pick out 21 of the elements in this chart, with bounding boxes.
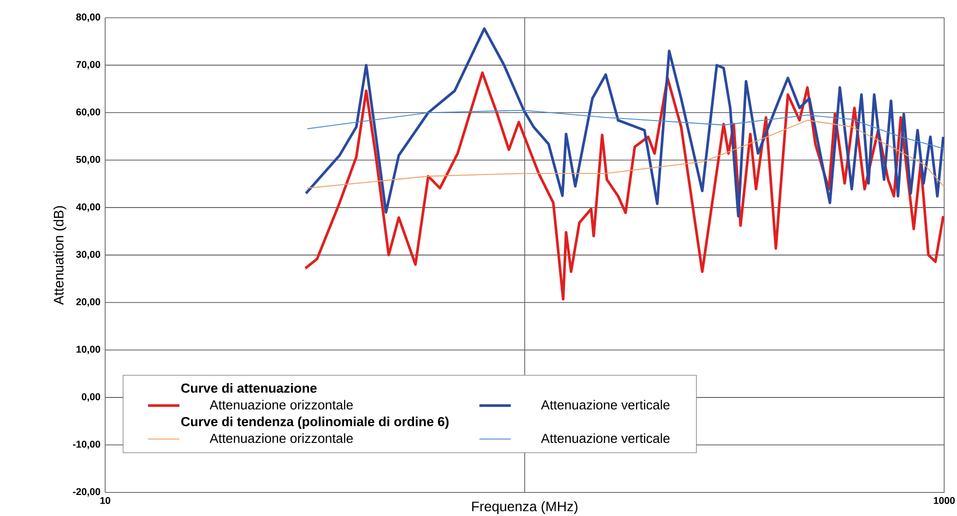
y-tick-label: 60,00 <box>76 108 100 117</box>
y-tick-label: 30,00 <box>76 250 100 260</box>
x-axis-title: Frequenza (MHz) <box>472 501 578 514</box>
y-tick-label: 80,00 <box>76 14 100 22</box>
annotation: Curve di tendenza (polinomiale di ordine 6) <box>181 416 449 429</box>
legend-label: Attenuazione orizzontale <box>210 433 353 443</box>
y-tick-label: 0,00 <box>82 393 100 402</box>
y-tick-label: -10,00 <box>73 440 100 450</box>
y-tick-label: 70,00 <box>76 60 100 70</box>
y-axis-title: Attenuation (dB) <box>53 206 66 305</box>
legend-label: Attenuazione verticale <box>540 433 670 443</box>
y-tick-label: 10,00 <box>76 346 100 354</box>
x-tick-label: 1000 <box>934 497 955 504</box>
y-tick-label: 20,00 <box>76 298 100 307</box>
y-tick-label: 40,00 <box>76 203 100 212</box>
x-tick-label: 10 <box>100 497 110 504</box>
y-tick-label: 50,00 <box>76 156 100 164</box>
legend-title: Curve di attenuazione <box>181 383 317 393</box>
legend-label: Attenuazione orizzontale <box>210 400 353 410</box>
y-tick-label: -20,00 <box>73 488 100 497</box>
legend-label: Attenuazione verticale <box>540 400 670 410</box>
